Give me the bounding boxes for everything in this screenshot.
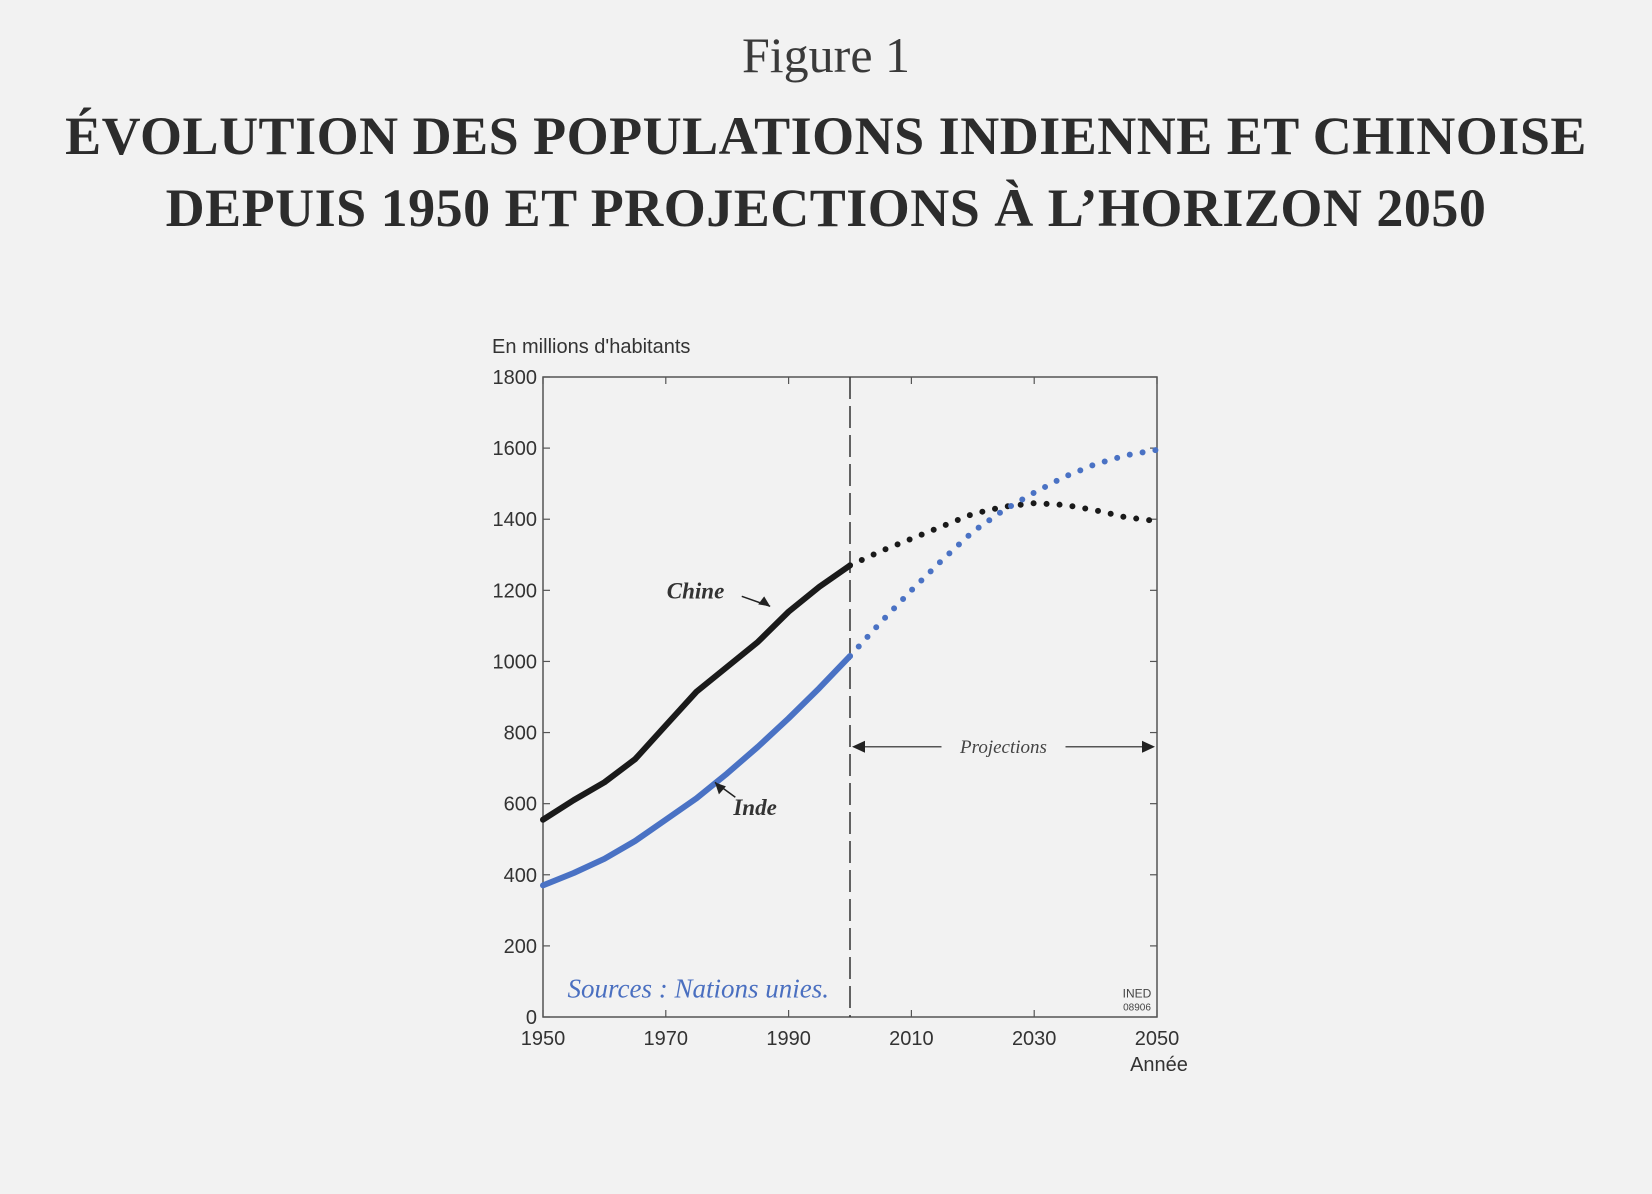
axes-layer: 0 200 400 600 800 1000 1200 1400 1600 1800 1950 197…: [492, 336, 1188, 1076]
chine-projected-line: [847, 500, 1160, 569]
x-tick-label: 1970: [644, 1028, 689, 1050]
y-tick-label: 1000: [493, 651, 538, 673]
inde-projected-line: [847, 446, 1160, 660]
y-tick-label: 400: [504, 865, 537, 887]
y-tick-label: 600: [504, 794, 537, 816]
ined-credit: INED: [1123, 986, 1152, 1000]
x-tick-label: 1950: [521, 1028, 566, 1050]
x-tick-label: 2010: [889, 1028, 934, 1050]
figure-title: Évolution des populations indienne et ch…: [65, 106, 1587, 238]
x-tick-label: 2050: [1135, 1028, 1180, 1050]
projection-arrowhead-left: [852, 740, 865, 753]
y-tick-label: 1800: [493, 367, 538, 389]
y-tick-label: 200: [504, 936, 537, 958]
x-axis-label: Année: [1130, 1054, 1188, 1076]
y-tick-label: 1200: [493, 580, 538, 602]
inde-observed-line: [540, 653, 853, 889]
series-label-inde: Inde: [732, 795, 776, 820]
source-note: Sources : Nations unies.: [568, 973, 829, 1003]
ined-code: 08906: [1123, 1002, 1151, 1013]
y-tick-label: 0: [526, 1007, 537, 1029]
x-tick-label: 2030: [1012, 1028, 1057, 1050]
series-label-chine: Chine: [667, 578, 725, 603]
projection-arrowhead-right: [1142, 740, 1155, 753]
y-axis-label: En millions d'habitants: [492, 336, 690, 358]
series-layer: [540, 446, 1160, 889]
inde-leader-arrowhead: [714, 782, 726, 795]
x-tick-label: 1990: [766, 1028, 811, 1050]
projection-label: Projections: [959, 737, 1047, 758]
y-tick-label: 800: [504, 723, 537, 745]
chine-leader-arrowhead: [758, 596, 771, 607]
figure-number: Figure 1: [741, 27, 911, 83]
chine-observed-line: [540, 562, 853, 823]
y-tick-label: 1400: [493, 509, 538, 531]
label-layer: Chine Inde Sources : Nations unies. INED 089…: [568, 578, 1152, 1013]
y-tick-label: 1600: [493, 438, 538, 460]
